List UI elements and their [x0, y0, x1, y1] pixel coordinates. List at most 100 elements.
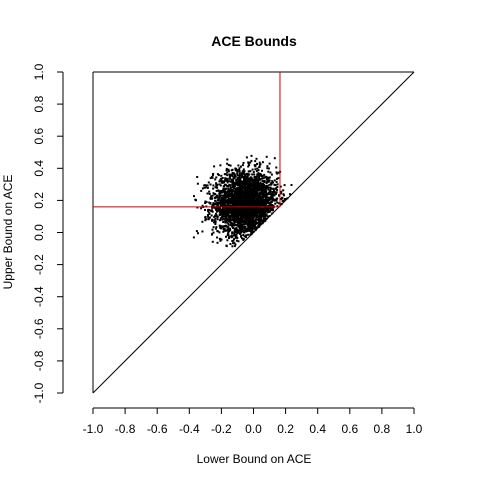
data-point	[233, 210, 236, 213]
data-point	[231, 222, 234, 225]
data-point	[225, 210, 228, 213]
data-point	[232, 176, 235, 179]
data-point	[203, 186, 206, 189]
data-point	[239, 188, 242, 190]
data-point	[277, 177, 280, 180]
data-point	[244, 210, 247, 213]
y-tick-label: -0.2	[32, 254, 46, 275]
data-point	[244, 212, 247, 215]
data-point	[241, 173, 244, 175]
data-point	[258, 166, 261, 168]
data-point	[251, 188, 254, 191]
data-point	[243, 222, 246, 225]
data-point	[226, 221, 229, 224]
data-point	[246, 180, 249, 183]
y-axis-label: Upper Bound on ACE	[1, 175, 15, 290]
data-point	[225, 229, 228, 232]
data-point	[262, 195, 265, 198]
data-point	[244, 214, 246, 217]
data-point	[238, 173, 241, 176]
data-point	[244, 228, 247, 231]
data-point	[268, 179, 271, 182]
data-point	[239, 207, 242, 210]
data-point	[212, 187, 215, 190]
data-point	[248, 223, 251, 226]
data-point	[238, 177, 241, 179]
data-point	[225, 169, 228, 172]
data-point	[256, 162, 258, 165]
data-point	[283, 194, 285, 197]
data-point	[212, 206, 215, 209]
data-point	[238, 170, 241, 173]
data-point	[243, 235, 246, 238]
data-point	[256, 178, 259, 181]
data-point	[244, 183, 247, 186]
data-point	[248, 205, 251, 208]
data-point	[245, 177, 248, 180]
data-point	[271, 204, 274, 206]
data-point	[221, 225, 224, 228]
data-point	[257, 169, 260, 172]
data-point	[242, 230, 245, 233]
data-point	[263, 183, 265, 186]
data-point	[248, 229, 251, 232]
data-point	[260, 197, 263, 200]
data-point	[257, 172, 260, 175]
data-point	[266, 193, 269, 196]
data-point	[251, 199, 254, 202]
data-point	[259, 196, 262, 199]
data-point	[259, 208, 262, 211]
data-point	[244, 195, 247, 198]
data-point	[266, 179, 269, 182]
data-point	[222, 221, 225, 223]
data-point	[244, 202, 247, 205]
data-point	[238, 212, 241, 215]
data-point	[217, 198, 220, 201]
y-tick-label: 0.6	[32, 128, 46, 145]
data-point	[254, 219, 257, 221]
data-point	[215, 203, 218, 206]
data-point	[254, 229, 257, 232]
data-point	[239, 201, 242, 204]
data-point	[248, 191, 250, 194]
data-point	[226, 217, 229, 220]
data-point	[236, 189, 239, 192]
data-point	[235, 179, 238, 182]
data-point	[241, 202, 244, 205]
data-point	[215, 189, 218, 192]
data-point	[261, 175, 264, 177]
data-point	[229, 198, 232, 201]
data-point	[258, 161, 261, 164]
data-point	[252, 190, 255, 193]
data-point	[233, 232, 236, 235]
data-point	[257, 179, 259, 182]
data-point	[251, 226, 254, 229]
data-point	[227, 170, 230, 173]
data-point	[240, 165, 242, 168]
data-point	[276, 183, 279, 186]
data-point	[248, 198, 251, 201]
data-point	[239, 177, 242, 180]
data-point	[235, 183, 238, 186]
data-point	[232, 184, 235, 187]
data-point	[250, 215, 253, 218]
y-tick-label: 0.2	[32, 192, 46, 209]
data-point	[234, 243, 237, 246]
data-point	[270, 209, 272, 212]
data-point	[263, 173, 266, 176]
data-point	[266, 215, 269, 218]
data-point	[217, 208, 220, 211]
data-point	[237, 210, 239, 213]
data-point	[249, 227, 252, 230]
data-point	[216, 241, 219, 244]
data-point	[257, 196, 260, 198]
data-point	[250, 190, 253, 193]
data-point	[218, 197, 221, 200]
data-point	[204, 202, 207, 204]
data-point	[237, 164, 240, 167]
data-point	[237, 240, 240, 243]
data-point	[244, 218, 247, 221]
data-point	[228, 206, 231, 209]
data-point	[226, 158, 229, 161]
data-point	[229, 184, 232, 187]
